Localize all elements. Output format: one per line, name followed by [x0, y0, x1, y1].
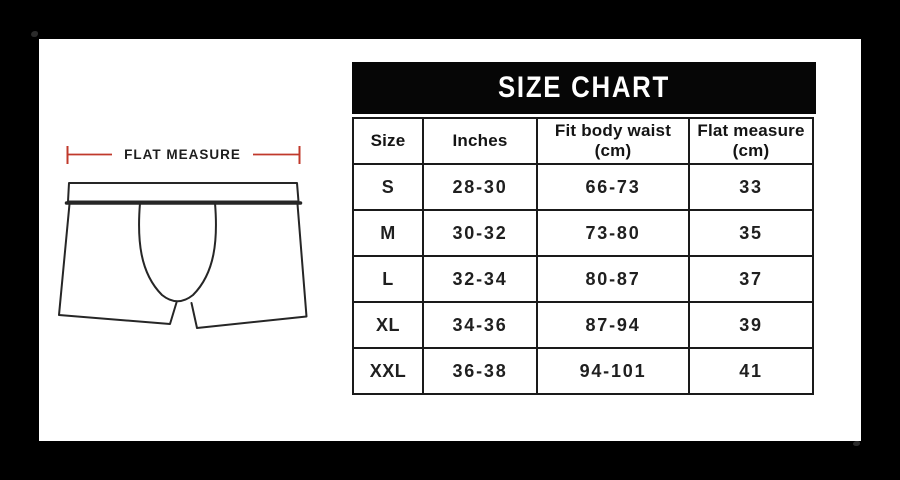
flat-measure-label: FLAT MEASURE	[124, 147, 241, 162]
left-leg-outline	[58, 203, 178, 325]
header-row: Size Inches Fit body waist (cm) Flat mea…	[352, 117, 814, 165]
flat-measure-cell: 33	[688, 163, 814, 211]
inches-cell: 36-38	[422, 347, 538, 395]
flat-measure-dimension-line	[66, 146, 301, 164]
table-row-m: M 30-32 73-80 35	[352, 209, 814, 257]
boxer-briefs-diagram	[58, 146, 308, 329]
inches-cell: 30-32	[422, 209, 538, 257]
table-row-xxl: XXL 36-38 94-101 41	[352, 347, 814, 395]
fit-body-waist-cell: 66-73	[536, 163, 690, 211]
size-chart-table: Size Inches Fit body waist (cm) Flat mea…	[352, 117, 814, 395]
column-header-inches: Inches	[422, 117, 538, 165]
inches-cell: 28-30	[422, 163, 538, 211]
waistband-outline	[67, 182, 300, 203]
right-leg-outline	[190, 203, 308, 329]
size-chart-title: SIZE CHART	[498, 71, 670, 104]
fit-body-waist-cell: 87-94	[536, 301, 690, 349]
fit-body-waist-cell: 80-87	[536, 255, 690, 303]
boxer-briefs-sketch	[58, 182, 308, 329]
inches-cell: 32-34	[422, 255, 538, 303]
fit-body-waist-cell: 94-101	[536, 347, 690, 395]
pouch-seam	[138, 202, 217, 303]
flat-measure-cell: 41	[688, 347, 814, 395]
table-row-xl: XL 34-36 87-94 39	[352, 301, 814, 349]
column-header-fit-body-waist: Fit body waist (cm)	[536, 117, 690, 165]
column-header-size: Size	[352, 117, 424, 165]
flat-measure-cell: 39	[688, 301, 814, 349]
ink-speck	[853, 441, 860, 446]
table-row-s: S 28-30 66-73 33	[352, 163, 814, 211]
size-chart-title-bar: SIZE CHART	[352, 62, 816, 114]
column-header-flat-measure: Flat measure (cm)	[688, 117, 814, 165]
table-row-l: L 32-34 80-87 37	[352, 255, 814, 303]
size-cell: XL	[352, 301, 424, 349]
flat-measure-cell: 35	[688, 209, 814, 257]
size-cell: M	[352, 209, 424, 257]
ink-speck	[31, 31, 38, 37]
fit-body-waist-cell: 73-80	[536, 209, 690, 257]
size-cell: XXL	[352, 347, 424, 395]
inches-cell: 34-36	[422, 301, 538, 349]
flat-measure-cell: 37	[688, 255, 814, 303]
size-cell: S	[352, 163, 424, 211]
size-cell: L	[352, 255, 424, 303]
